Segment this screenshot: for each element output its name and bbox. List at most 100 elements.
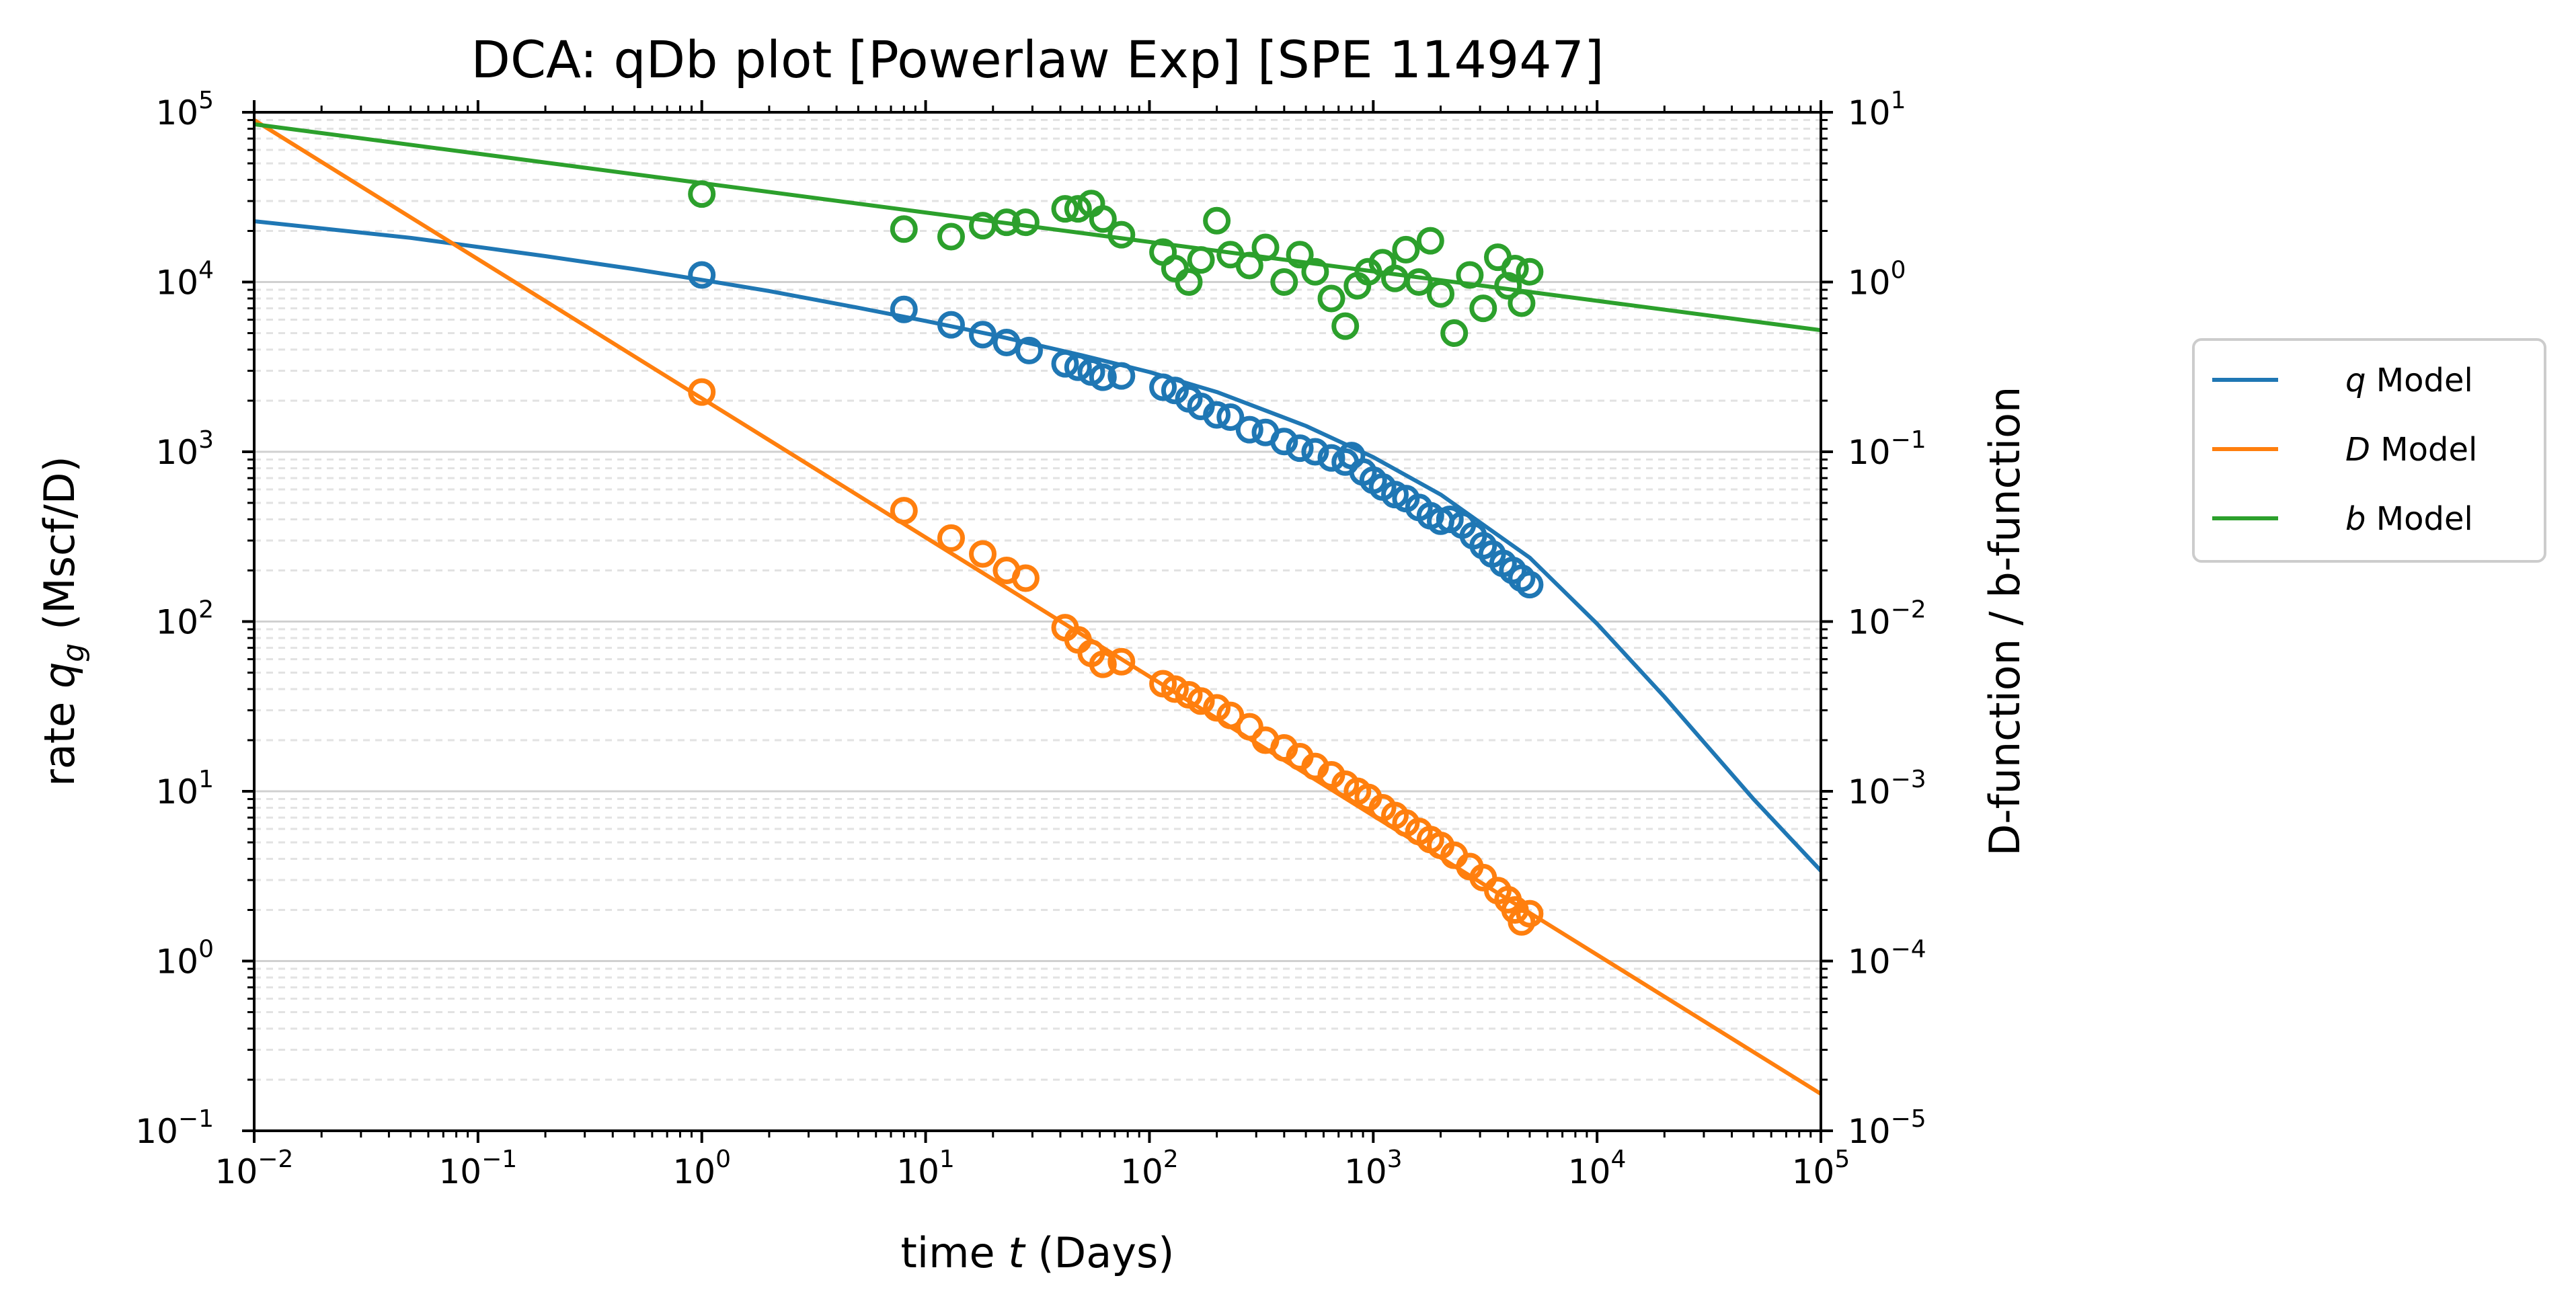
y-left-axis-label: rate qg (Mscf/D) [35, 456, 91, 786]
data-point-q [1149, 373, 1177, 401]
y-left-tick-label-base: 10 [155, 943, 198, 982]
data-point-D [1508, 908, 1536, 936]
series-D [254, 118, 1821, 1096]
y-left-axis-label-post: (Mscf/D) [35, 456, 84, 643]
data-point-b [688, 180, 716, 208]
data-point-D [1161, 675, 1189, 703]
data-point-b [1331, 312, 1360, 340]
data-point-q [1216, 403, 1245, 431]
y-right-tick-label-exponent: −5 [1891, 1105, 1926, 1133]
y-right-tick-label-base: 10 [1848, 943, 1891, 982]
y-right-tick-label-base: 10 [1848, 433, 1891, 472]
data-point-b [1251, 233, 1280, 262]
y-left-tick-label-exponent: 4 [198, 257, 214, 284]
data-point-b [1301, 257, 1329, 286]
x-tick-label: 10−1 [439, 1146, 518, 1191]
y-left-tick-label: 102 [155, 596, 214, 642]
x-tick-label-base: 10 [1792, 1152, 1835, 1191]
y-right-tick-label-exponent: 1 [1891, 87, 1906, 114]
legend-label-q-var: q [2345, 362, 2366, 399]
y-left-tick-label-exponent: 5 [198, 87, 214, 114]
data-point-b [1416, 227, 1444, 255]
y-right-tick-label-exponent: −4 [1891, 936, 1926, 963]
x-tick-label-exponent: 3 [1387, 1146, 1403, 1173]
y-left-tick-label-base: 10 [155, 264, 198, 303]
x-tick-label-base: 10 [439, 1152, 482, 1191]
data-point-q [1203, 401, 1231, 429]
legend-label-b: b Model [2345, 500, 2473, 538]
data-point-q [1301, 438, 1329, 466]
x-tick-label-base: 10 [672, 1152, 715, 1191]
data-point-b [1494, 272, 1522, 300]
data-point-b [1011, 208, 1040, 237]
x-tick-label: 102 [1120, 1146, 1179, 1191]
data-point-b [1286, 241, 1314, 269]
data-point-D [1107, 647, 1136, 676]
x-tick-label: 103 [1344, 1146, 1403, 1191]
x-tick-label-base: 10 [1568, 1152, 1611, 1191]
data-point-q [969, 321, 997, 349]
data-series [254, 118, 1821, 1096]
y-left-tick-label-base: 10 [155, 433, 198, 472]
data-point-b [1270, 268, 1298, 296]
data-point-b [1469, 294, 1497, 323]
x-axis-label: time t (Days) [901, 1228, 1175, 1277]
x-tick-label-base: 10 [1120, 1152, 1163, 1191]
y-right-tick-label-base: 10 [1848, 1112, 1891, 1151]
y-left-axis-label-var: q [35, 662, 84, 688]
legend-label-q-text: Model [2366, 362, 2472, 399]
y-left-tick-label-base: 10 [155, 93, 198, 132]
legend-label-b-text: Model [2366, 500, 2472, 538]
y-left-axis-label-pre: rate [35, 688, 84, 787]
y-left-tick-label: 105 [155, 87, 214, 132]
y-right-tick-label-base: 10 [1848, 772, 1891, 811]
data-point-b [1107, 221, 1136, 249]
data-point-q [1516, 571, 1544, 599]
y-right-tick-label: 10−1 [1848, 426, 1926, 472]
x-tick-label: 100 [672, 1146, 731, 1191]
data-point-q [1235, 415, 1263, 444]
y-right-tick-label-base: 10 [1848, 93, 1891, 132]
data-point-q [1107, 362, 1136, 390]
y-left-axis-label-sub: g [56, 643, 91, 662]
y-right-tick-label: 10−2 [1848, 596, 1926, 642]
x-tick-label-base: 10 [896, 1152, 939, 1191]
y-left-tick-label-exponent: 3 [198, 426, 214, 454]
data-point-q [937, 311, 965, 339]
y-right-tick-label-exponent: −1 [1891, 426, 1926, 454]
data-point-D [1516, 900, 1544, 928]
y-left-tick-label-exponent: 1 [198, 766, 214, 793]
y-left-tick-label: 10−1 [135, 1105, 214, 1151]
y-right-tick-label: 10−5 [1848, 1105, 1926, 1151]
y-left-tick-label: 101 [155, 766, 214, 811]
data-point-q [1270, 428, 1298, 456]
x-tick-label: 105 [1792, 1146, 1850, 1191]
x-tick-label-exponent: −2 [258, 1146, 293, 1173]
x-axis-tick-labels: 10−2 10−1 100 101 102 103 104 105 [215, 1146, 1850, 1191]
data-point-D [1235, 713, 1263, 741]
legend-label-b-var: b [2345, 500, 2366, 538]
x-tick-label: 101 [896, 1146, 955, 1191]
axis-ticks [242, 100, 1833, 1143]
legend-label-D: D Model [2345, 431, 2477, 469]
y-right-tick-label-exponent: −2 [1891, 596, 1926, 624]
series-b [254, 122, 1821, 347]
legend: q Model D Model b Model [2192, 338, 2546, 563]
x-tick-label-exponent: 5 [1834, 1146, 1850, 1173]
y-left-tick-label-base: 10 [155, 772, 198, 811]
data-point-b [1051, 195, 1079, 223]
y-right-tick-label: 100 [1848, 257, 1906, 303]
data-point-b [992, 208, 1021, 237]
data-point-b [937, 223, 965, 251]
legend-label-D-text: Model [2370, 431, 2477, 469]
y-left-tick-label-base: 10 [135, 1112, 178, 1151]
data-point-D [890, 497, 918, 525]
x-tick-label-base: 10 [215, 1152, 258, 1191]
data-point-q [688, 261, 716, 289]
x-axis-label-post: (Days) [1025, 1228, 1175, 1277]
x-tick-label: 10−2 [215, 1146, 294, 1191]
legend-box [2192, 338, 2546, 563]
x-axis-label-var: t [1008, 1228, 1026, 1277]
